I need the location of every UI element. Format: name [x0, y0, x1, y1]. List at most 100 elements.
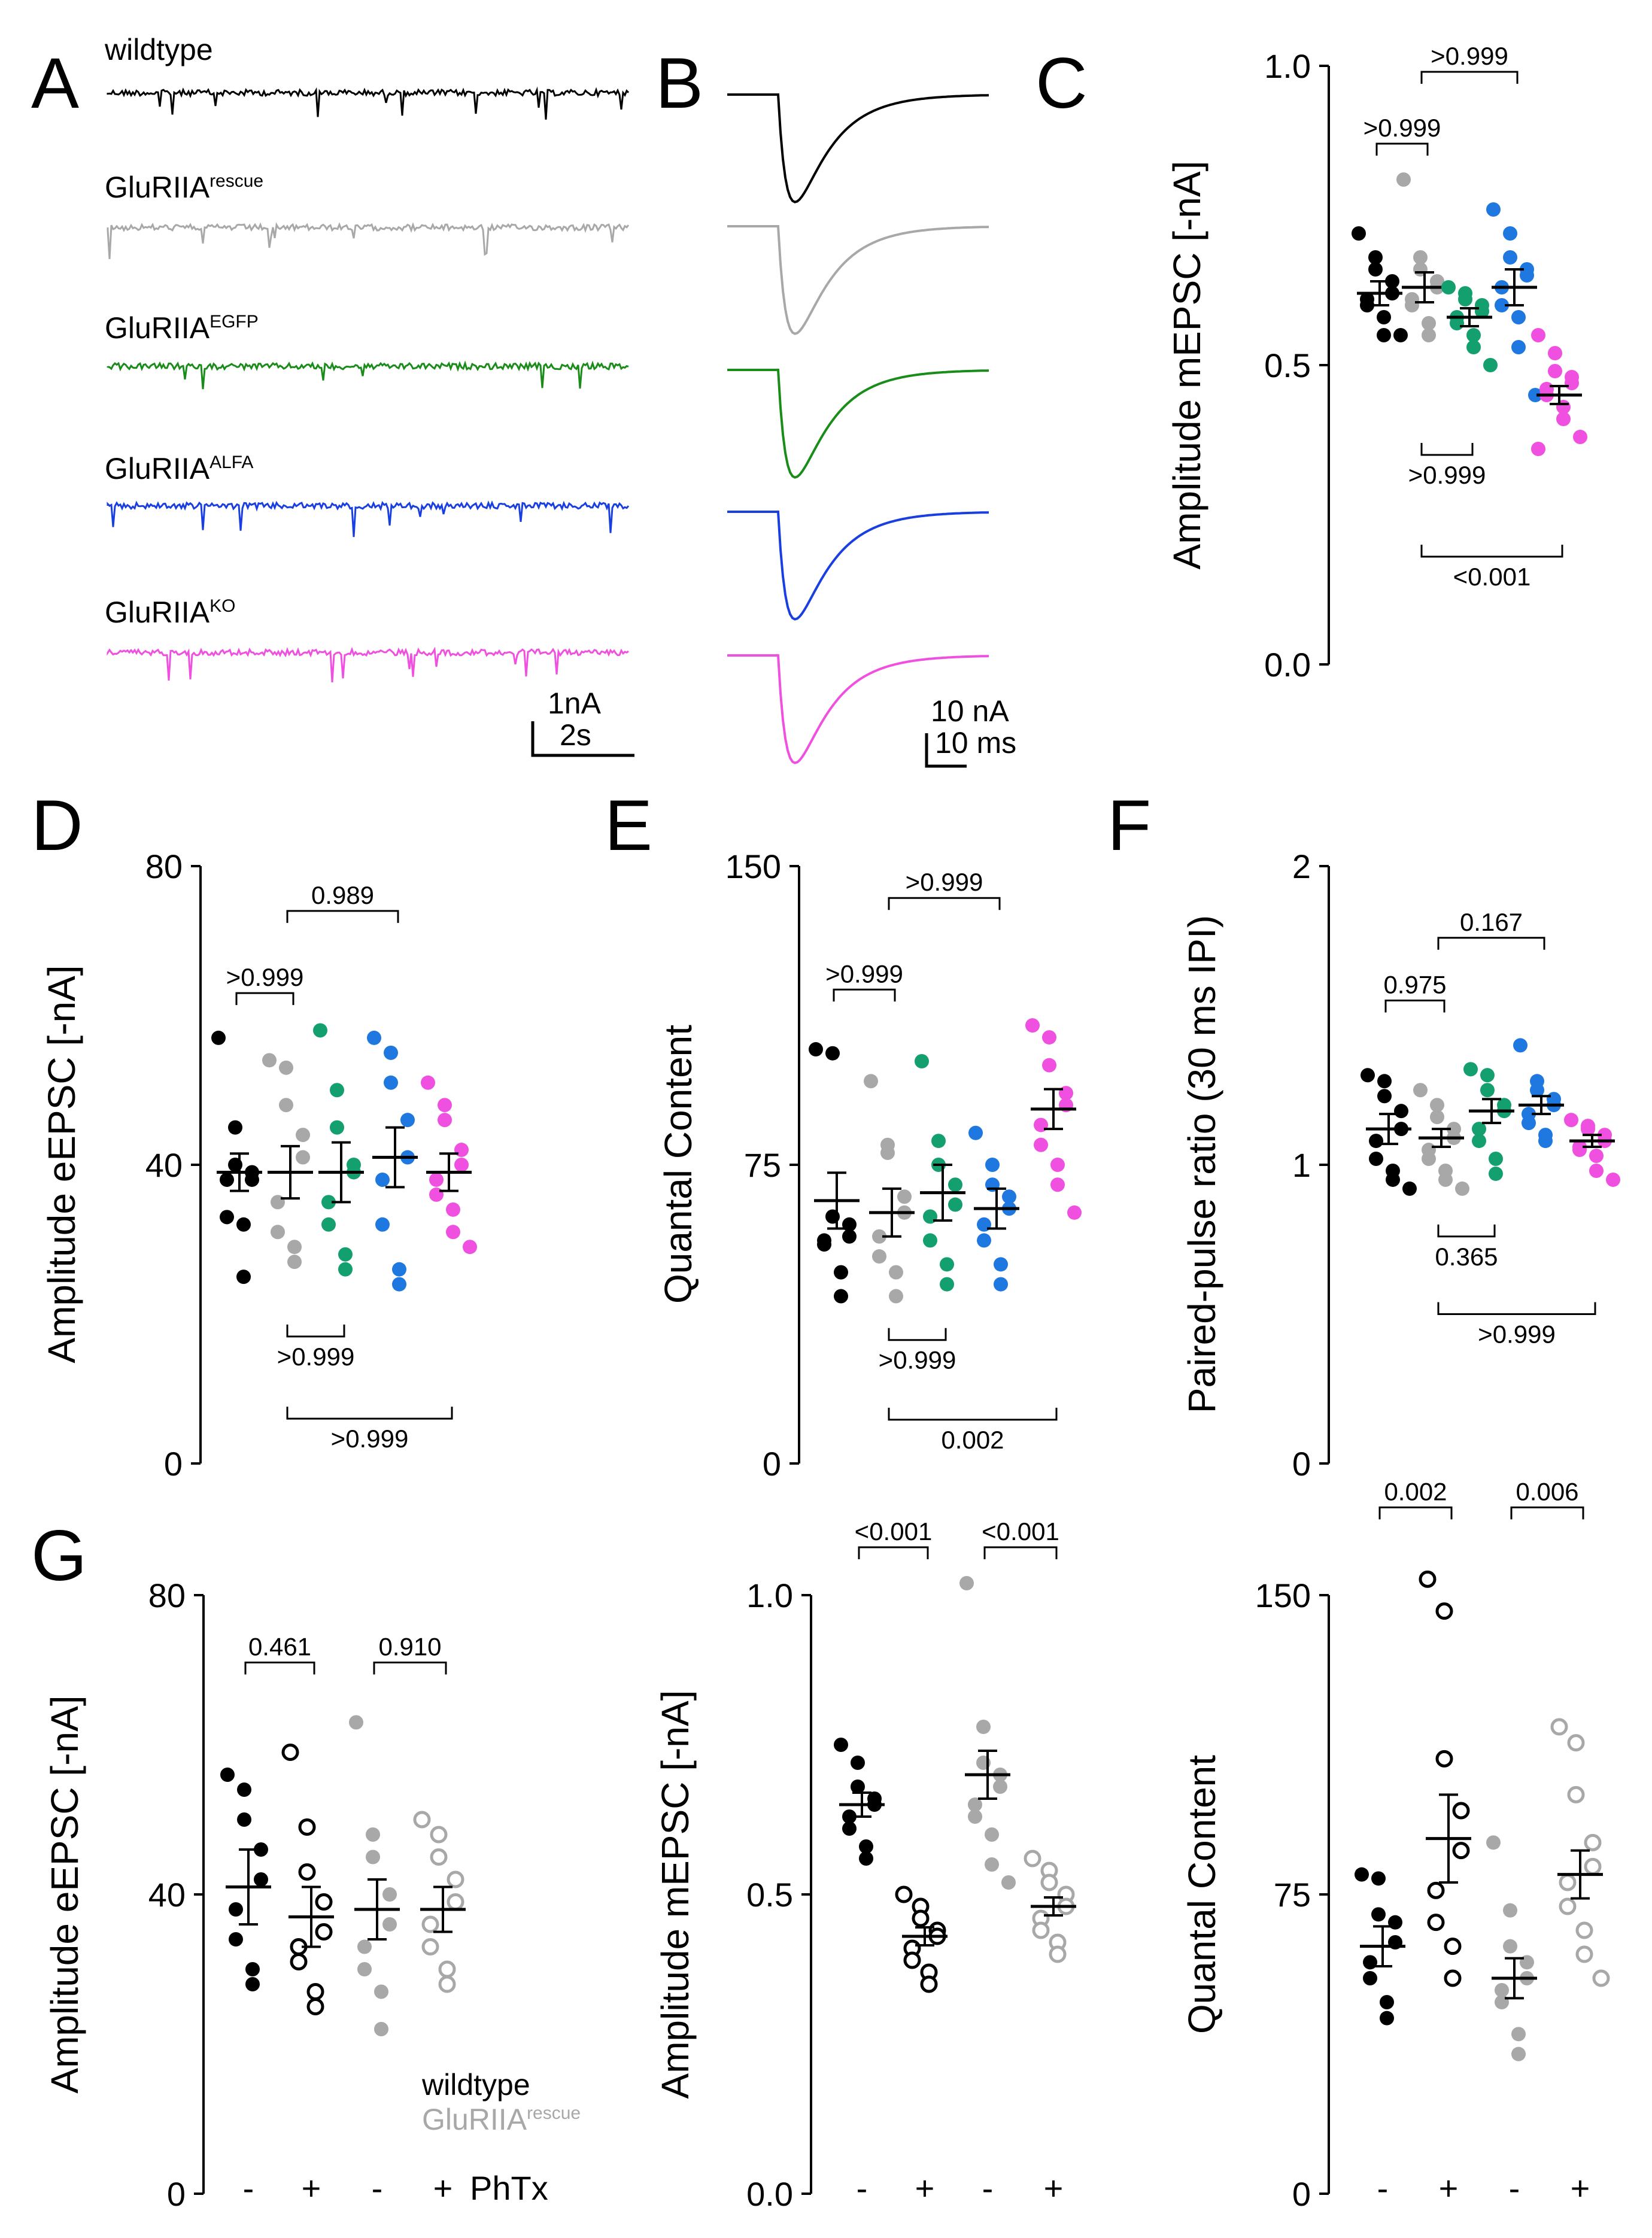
data-point [400, 1113, 415, 1128]
y-axis-label-e: Quantal Content [657, 1025, 700, 1304]
data-point [382, 1917, 397, 1932]
data-point [296, 1128, 310, 1143]
comparison-c-0: >0.999 [1363, 114, 1441, 156]
y-tick-label-g-0: 0 [167, 2175, 186, 2213]
data-point [463, 1240, 477, 1255]
data-point [1495, 298, 1509, 312]
group-d-1 [262, 1053, 313, 1270]
x-tick-label-g-1: + [302, 2169, 321, 2207]
x-tick-label-g3-1: + [1439, 2169, 1459, 2207]
y-tick-label-e-1: 75 [744, 1146, 781, 1184]
data-point [1489, 1152, 1503, 1167]
data-point [825, 1046, 840, 1061]
bracket [1437, 1302, 1596, 1315]
data-point [1394, 1104, 1408, 1119]
data-point [287, 1240, 302, 1255]
comparison-g2-0: <0.001 [855, 1517, 933, 1559]
data-point [834, 1265, 848, 1280]
y-tick-label-g-2: 80 [148, 1577, 186, 1614]
trace-label-2: GluRIIAEGFP [105, 311, 259, 345]
data-point [1032, 1921, 1050, 1939]
data-point [851, 1780, 865, 1794]
comparison-d-2: >0.999 [277, 1324, 355, 1371]
panel-label-b: B [655, 43, 703, 123]
bracket [1437, 937, 1545, 950]
group-g2-3 [1024, 1850, 1076, 1963]
group-g-2 [349, 1715, 400, 2036]
comparison-c-1: >0.999 [1420, 42, 1519, 84]
data-point [1413, 250, 1428, 265]
y-tick-label-c-0: 0.0 [1264, 646, 1311, 684]
data-point [1377, 328, 1391, 342]
data-point [413, 1811, 431, 1829]
data-point [1355, 1867, 1369, 1882]
data-point [375, 1172, 390, 1187]
x-tick-label-g2-1: + [915, 2169, 935, 2207]
data-point [1001, 1875, 1016, 1890]
group-g-3 [413, 1811, 466, 1993]
data-point [1511, 340, 1526, 354]
trace-stim-3 [733, 511, 766, 513]
mepsc-trace-2 [107, 360, 629, 390]
scalebar-a [531, 721, 634, 757]
data-point [220, 1172, 234, 1187]
data-point [366, 1827, 380, 1842]
bracket [888, 897, 1001, 910]
data-point [1528, 388, 1542, 402]
data-point [1385, 274, 1399, 289]
plot-d: 0 40 80 Amplitude eEPSC [-nA] >0.999 0.989 >0.… [40, 848, 477, 1483]
p-value: >0.999 [277, 1343, 355, 1371]
eepsc-trace-2 [727, 369, 989, 479]
group-g3-1 [1419, 1570, 1471, 1987]
data-point [1531, 442, 1545, 456]
data-point [338, 1247, 353, 1262]
data-point [1503, 1903, 1517, 1918]
y-tick-label-c-1: 0.5 [1264, 347, 1311, 384]
data-point [1592, 1969, 1610, 1987]
p-value: <0.001 [855, 1517, 933, 1545]
data-point [271, 1225, 285, 1240]
p-value: >0.999 [331, 1425, 409, 1453]
data-point [1565, 376, 1579, 390]
trace-stim-4 [733, 654, 766, 657]
data-point [859, 1839, 873, 1854]
data-point [454, 1158, 469, 1172]
data-point [948, 1177, 962, 1192]
bracket [1420, 545, 1563, 558]
trace-stim-1 [733, 225, 766, 227]
group-f-3 [1513, 1038, 1564, 1149]
data-point [321, 1217, 336, 1232]
data-point [1584, 1857, 1602, 1875]
data-point [895, 1885, 913, 1903]
data-point [1466, 328, 1481, 342]
data-point [430, 1826, 448, 1844]
data-point [375, 1217, 390, 1232]
plot-g: 0 40 80 Amplitude eEPSC [-nA] - + - + PhTx 0.461 0… [43, 1577, 581, 2213]
data-point [872, 1249, 886, 1264]
data-point [1067, 1205, 1082, 1220]
y-axis-label-g2: Amplitude mEPSC [-nA] [654, 1690, 697, 2099]
p-value: >0.999 [825, 959, 903, 988]
data-point [374, 1984, 388, 1999]
data-point [1422, 1152, 1436, 1167]
group-g2-1 [895, 1885, 948, 1993]
p-value: 0.006 [1516, 1477, 1578, 1505]
data-point [940, 1277, 954, 1292]
data-point [1002, 1189, 1016, 1204]
x-tick-label-g-3: + [433, 2169, 453, 2207]
data-point [367, 1030, 381, 1045]
bracket [1384, 1000, 1445, 1013]
data-point [968, 1809, 982, 1824]
group-c-2 [1441, 280, 1498, 372]
bracket [286, 1324, 345, 1338]
bracket [1378, 1506, 1453, 1520]
panel-a-traces: wildtype GluRIIArescue GluRIIAEGFP GluRIIAA… [104, 33, 634, 757]
p-value: >0.999 [1408, 461, 1486, 489]
data-point [1363, 1971, 1377, 1985]
comparison-e-3: 0.002 [888, 1407, 1058, 1454]
data-point [1522, 1116, 1536, 1131]
data-point [245, 1172, 259, 1187]
data-point [245, 1962, 260, 1976]
data-point [1371, 1907, 1386, 1922]
data-point [948, 1197, 962, 1212]
